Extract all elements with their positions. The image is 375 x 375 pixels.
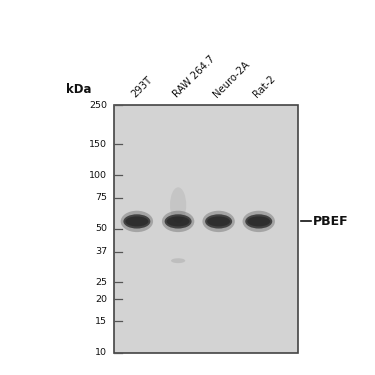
Ellipse shape [171,258,185,263]
Text: 293T: 293T [130,75,154,99]
Bar [114,105,298,352]
Text: 250: 250 [89,100,107,109]
Text: 10: 10 [95,348,107,357]
Ellipse shape [121,211,153,232]
Text: 20: 20 [95,295,107,304]
Ellipse shape [247,216,270,226]
Text: Rat-2: Rat-2 [252,74,278,99]
Text: 37: 37 [95,248,107,256]
Ellipse shape [125,216,148,226]
Text: RAW 264.7: RAW 264.7 [171,54,217,99]
Text: 75: 75 [95,193,107,202]
Ellipse shape [202,211,235,232]
Text: PBEF: PBEF [313,215,349,228]
Text: Neuro-2A: Neuro-2A [211,59,252,99]
Ellipse shape [162,211,194,232]
Ellipse shape [207,216,230,226]
Ellipse shape [166,216,190,226]
Ellipse shape [205,214,232,228]
Text: 100: 100 [89,171,107,180]
Text: 150: 150 [89,140,107,149]
Ellipse shape [170,187,186,223]
Ellipse shape [243,211,275,232]
Ellipse shape [165,214,192,228]
Text: kDa: kDa [66,82,92,96]
Text: 25: 25 [95,278,107,286]
Ellipse shape [123,214,150,228]
Text: 50: 50 [95,224,107,233]
Ellipse shape [245,214,272,228]
Text: 15: 15 [95,317,107,326]
